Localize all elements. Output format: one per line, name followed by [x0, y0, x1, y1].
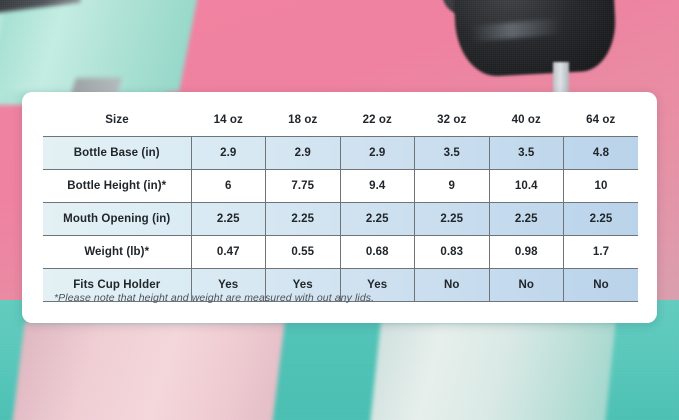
cell-bottle-base-22oz: 2.9 — [339, 136, 415, 170]
table-row: Fits Cup Holder Yes Yes Yes No No No — [43, 268, 638, 302]
cell-bottle-base-14oz: 2.9 — [190, 136, 266, 170]
cell-fits-cup-holder-22oz: Yes — [339, 268, 415, 302]
column-header-18oz: 18 oz — [288, 114, 318, 126]
cell-bottle-base-40oz: 3.5 — [488, 136, 564, 170]
column-header-14oz: 14 oz — [213, 114, 243, 126]
cell-bottle-height-40oz: 10.4 — [488, 169, 564, 203]
cell-mouth-opening-18oz: 2.25 — [265, 202, 340, 236]
row-label-mouth-opening: Mouth Opening (in) — [43, 202, 191, 236]
cell-fits-cup-holder-40oz: No — [488, 268, 564, 302]
cell-bottle-height-32oz: 9 — [414, 169, 489, 203]
cell-mouth-opening-64oz: 2.25 — [563, 202, 638, 236]
table-row: Bottle Base (in) 2.9 2.9 2.9 3.5 3.5 4.8 — [43, 136, 638, 170]
row-label-bottle-base: Bottle Base (in) — [43, 136, 191, 170]
row-label-bottle-height: Bottle Height (in)* — [43, 169, 191, 203]
table-body: Bottle Base (in) 2.9 2.9 2.9 3.5 3.5 4.8… — [43, 136, 638, 302]
cell-mouth-opening-32oz: 2.25 — [414, 202, 489, 236]
cell-bottle-base-64oz: 4.8 — [563, 136, 638, 170]
column-header-40oz: 40 oz — [511, 114, 541, 126]
column-header-size: Size — [105, 114, 129, 126]
column-header-64oz: 64 oz — [586, 114, 616, 126]
cell-mouth-opening-40oz: 2.25 — [488, 202, 564, 236]
column-header-32oz: 32 oz — [437, 114, 467, 126]
specifications-table: Size 14 oz 18 oz 22 oz 32 oz 40 oz 64 oz… — [43, 104, 638, 302]
cell-fits-cup-holder-14oz: Yes — [190, 268, 266, 302]
table-header: Size 14 oz 18 oz 22 oz 32 oz 40 oz 64 oz — [43, 104, 638, 137]
cell-bottle-height-18oz: 7.75 — [265, 169, 340, 203]
cell-bottle-base-18oz: 2.9 — [265, 136, 340, 170]
spec-card: Size 14 oz 18 oz 22 oz 32 oz 40 oz 64 oz… — [22, 92, 657, 323]
column-header-22oz: 22 oz — [362, 114, 392, 126]
cell-fits-cup-holder-18oz: Yes — [265, 268, 340, 302]
cell-weight-22oz: 0.68 — [339, 235, 415, 269]
cell-weight-14oz: 0.47 — [190, 235, 266, 269]
cell-bottle-height-22oz: 9.4 — [339, 169, 415, 203]
table-row: Weight (lb)* 0.47 0.55 0.68 0.83 0.98 1.… — [43, 235, 638, 269]
cell-bottle-height-64oz: 10 — [563, 169, 638, 203]
table-row: Bottle Height (in)* 6 7.75 9.4 9 10.4 10 — [43, 169, 638, 203]
table-row: Mouth Opening (in) 2.25 2.25 2.25 2.25 2… — [43, 202, 638, 236]
cell-mouth-opening-22oz: 2.25 — [339, 202, 415, 236]
cell-fits-cup-holder-32oz: No — [414, 268, 489, 302]
row-label-weight: Weight (lb)* — [43, 235, 191, 269]
cell-weight-40oz: 0.98 — [488, 235, 564, 269]
cell-fits-cup-holder-64oz: No — [563, 268, 638, 302]
row-label-fits-cup-holder: Fits Cup Holder — [43, 268, 191, 302]
cell-weight-18oz: 0.55 — [265, 235, 340, 269]
cell-bottle-height-14oz: 6 — [190, 169, 266, 203]
cell-bottle-base-32oz: 3.5 — [414, 136, 489, 170]
cell-weight-32oz: 0.83 — [414, 235, 489, 269]
table-footnote: *Please note that height and weight are … — [54, 292, 375, 304]
cell-weight-64oz: 1.7 — [563, 235, 638, 269]
table-header-row: Size 14 oz 18 oz 22 oz 32 oz 40 oz 64 oz — [43, 104, 638, 137]
cell-mouth-opening-14oz: 2.25 — [190, 202, 266, 236]
